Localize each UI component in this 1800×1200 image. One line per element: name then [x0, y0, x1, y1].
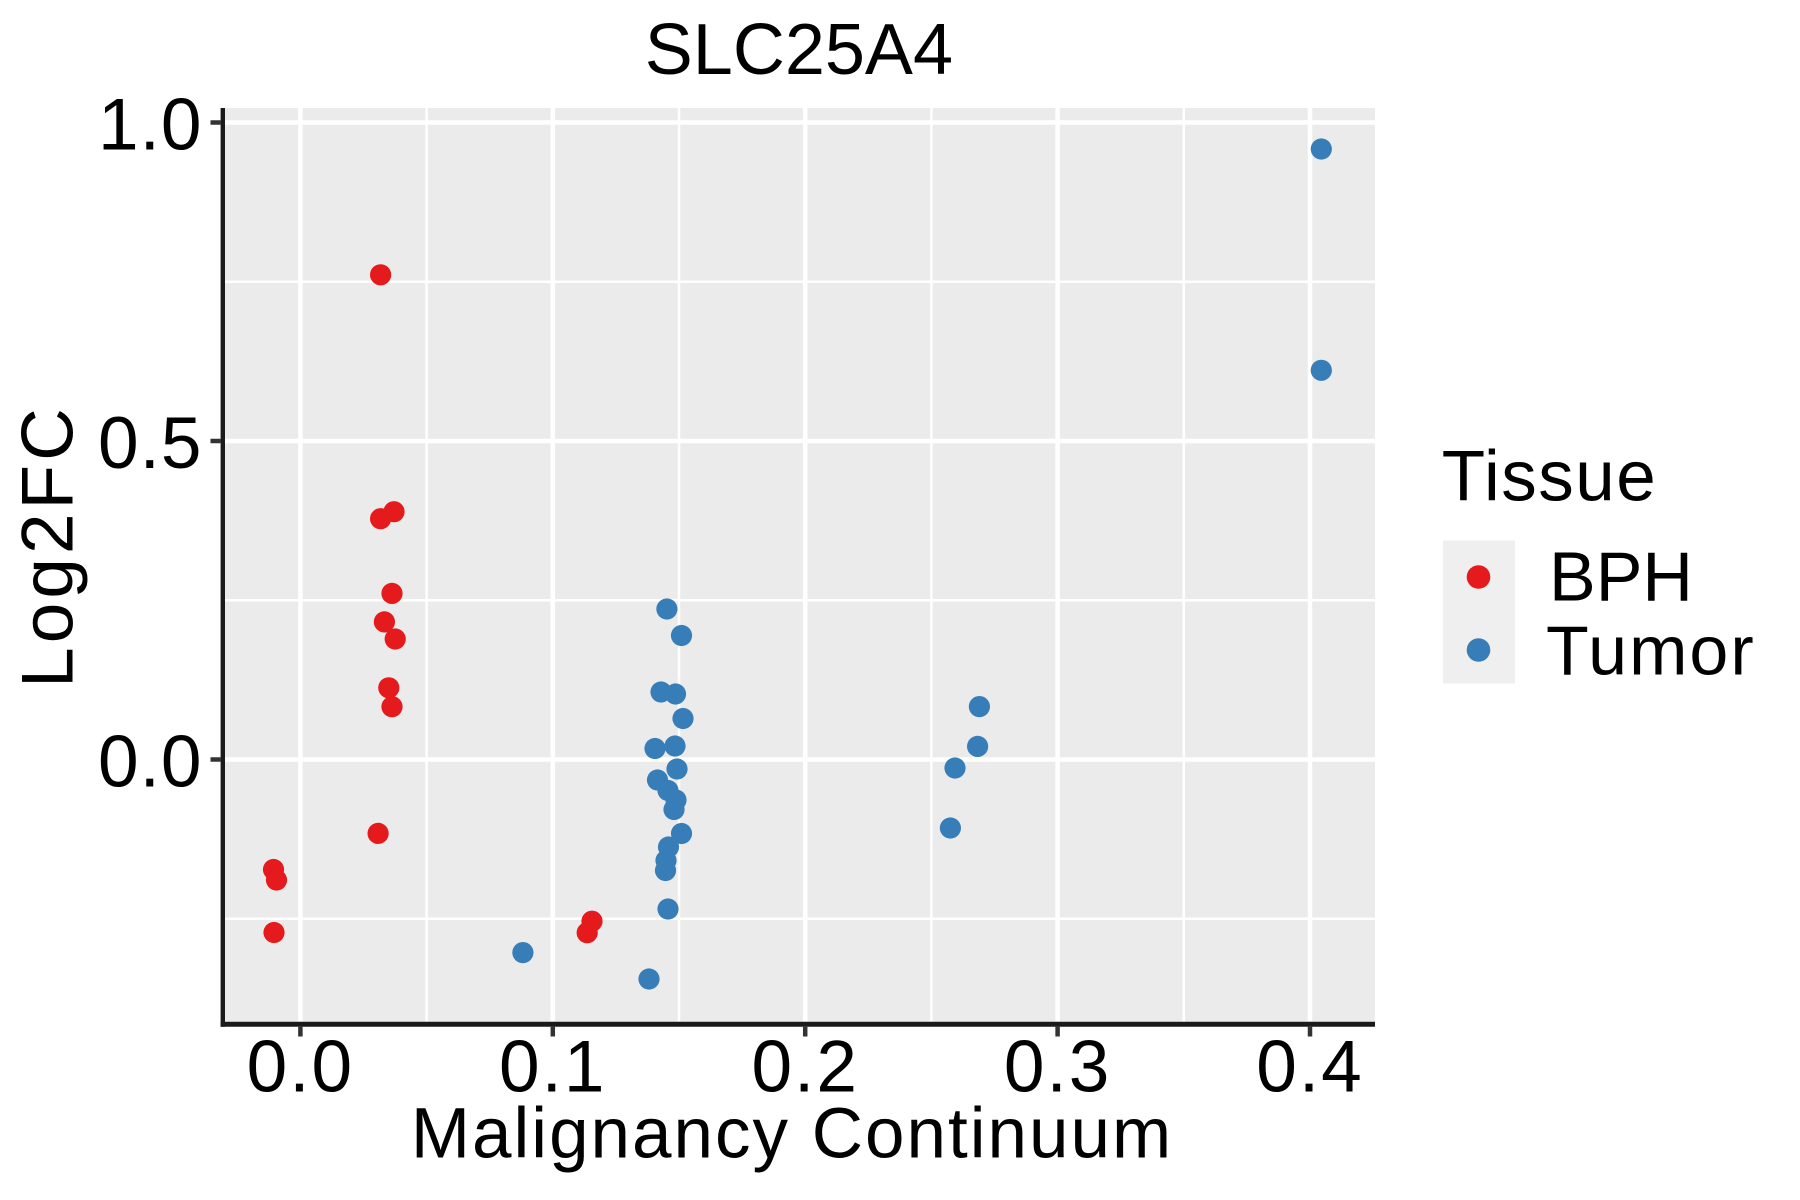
svg-text:0.3: 0.3	[1004, 1027, 1111, 1108]
svg-text:Tissue: Tissue	[1442, 437, 1657, 516]
svg-text:Tumor: Tumor	[1546, 612, 1756, 690]
svg-text:0.5: 0.5	[98, 403, 202, 484]
svg-text:0.4: 0.4	[1256, 1027, 1363, 1108]
svg-text:Log2FC: Log2FC	[8, 404, 89, 688]
svg-text:0.1: 0.1	[499, 1027, 606, 1108]
svg-text:0.2: 0.2	[751, 1027, 858, 1108]
svg-text:BPH: BPH	[1549, 538, 1693, 616]
svg-text:SLC25A4: SLC25A4	[645, 10, 953, 90]
svg-text:0.0: 0.0	[98, 722, 202, 803]
svg-text:Malignancy Continuum: Malignancy Continuum	[411, 1095, 1173, 1174]
svg-text:1.0: 1.0	[98, 85, 202, 166]
svg-text:0.0: 0.0	[247, 1027, 354, 1108]
